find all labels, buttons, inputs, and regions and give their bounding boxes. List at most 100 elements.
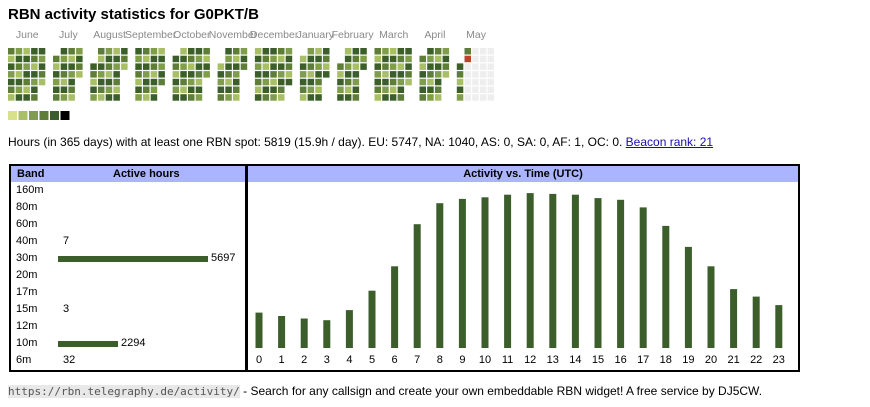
calendar-day xyxy=(427,63,434,70)
calendar-day xyxy=(434,86,442,93)
hour-bar xyxy=(413,224,421,348)
hour-bar xyxy=(549,193,557,348)
band-row: 60m xyxy=(11,216,245,233)
calendar-day xyxy=(180,63,187,70)
beacon-rank-link[interactable]: Beacon rank: 21 xyxy=(625,135,714,149)
hour-tick-label: 10 xyxy=(479,354,491,366)
calendar-day xyxy=(113,63,120,70)
calendar-day xyxy=(225,94,232,101)
calendar-day xyxy=(172,55,180,63)
calendar-day xyxy=(76,71,83,78)
calendar-day xyxy=(15,63,23,70)
calendar-day xyxy=(135,55,142,63)
calendar-day xyxy=(360,48,367,55)
hour-tick-label: 1 xyxy=(279,354,285,366)
calendar-day xyxy=(172,94,180,101)
calendar-day xyxy=(180,78,187,86)
calendar-day xyxy=(456,78,464,86)
month-label: October xyxy=(173,29,211,41)
calendar-day xyxy=(360,55,367,63)
calendar-day xyxy=(262,55,270,63)
calendar-day xyxy=(113,78,120,86)
band-row: 40m 7 xyxy=(11,233,245,250)
calendar-day xyxy=(374,94,381,101)
calendar-day xyxy=(479,86,487,93)
calendar-day xyxy=(158,63,165,70)
calendar-day xyxy=(188,63,195,70)
calendar-day xyxy=(278,78,285,86)
calendar-day xyxy=(337,94,344,101)
calendar-day xyxy=(427,78,434,86)
calendar-day xyxy=(479,55,487,63)
calendar-day xyxy=(98,63,105,70)
calendar-day xyxy=(285,48,293,55)
band-label: 10m xyxy=(16,337,38,349)
calendar-day xyxy=(233,55,240,63)
calendar-day xyxy=(389,71,397,78)
calendar-day xyxy=(389,48,397,55)
calendar-day xyxy=(278,71,285,78)
calendar-day xyxy=(53,63,60,70)
calendar-day xyxy=(382,55,389,63)
calendar-day xyxy=(23,71,30,78)
calendar-day xyxy=(38,63,46,70)
hour-tick-label: 3 xyxy=(324,354,330,366)
band-row: 30m 5697 xyxy=(11,250,245,267)
calendar-day xyxy=(262,48,270,55)
calendar-day xyxy=(8,48,15,55)
calendar-day xyxy=(15,94,23,101)
calendar-day xyxy=(203,55,210,63)
calendar-day xyxy=(456,63,464,70)
calendar-day xyxy=(278,63,285,70)
hour-bar xyxy=(458,198,466,348)
calendar-day xyxy=(217,63,225,70)
calendar-day xyxy=(389,78,397,86)
calendar-day xyxy=(352,94,360,101)
month-label: May xyxy=(466,29,487,41)
hour-bar xyxy=(707,266,715,348)
legend-swatch xyxy=(29,111,38,120)
calendar-day xyxy=(337,86,344,93)
calendar-day xyxy=(240,55,248,63)
calendar-day xyxy=(397,86,405,93)
band-header: Band Active hours xyxy=(11,166,245,182)
month-label: January xyxy=(297,29,335,41)
calendar-day xyxy=(472,78,479,86)
calendar-day xyxy=(389,63,397,70)
calendar-day xyxy=(479,71,487,78)
calendar-day xyxy=(405,55,412,63)
calendar-day xyxy=(188,78,195,86)
calendar-day xyxy=(262,63,270,70)
time-chart: 0 1 2 3 4 5 6 7 8 9 10 11 12 13 14 15 16 17 18 19 20 21 22 23 xyxy=(255,193,785,366)
calendar-day xyxy=(487,55,495,63)
calendar-day xyxy=(344,48,352,55)
band-label: 160m xyxy=(16,184,44,196)
month-label: December xyxy=(250,29,299,41)
band-row: 15m 3 xyxy=(11,301,245,318)
calendar-day xyxy=(337,71,344,78)
band-value-label: 32 xyxy=(63,354,76,366)
calendar-day xyxy=(323,48,330,55)
calendar-day xyxy=(121,48,128,55)
calendar-day xyxy=(98,48,105,55)
calendar-day xyxy=(374,86,381,93)
footer-url[interactable]: https://rbn.telegraphy.de/activity/ xyxy=(8,385,240,398)
calendar-day xyxy=(270,86,277,93)
calendar-day xyxy=(382,86,389,93)
calendar-day xyxy=(90,86,97,93)
calendar-day xyxy=(285,55,293,63)
calendar-day xyxy=(188,94,195,101)
calendar-day xyxy=(135,63,142,70)
calendar-day xyxy=(233,86,240,93)
calendar-day xyxy=(344,94,352,101)
calendar-day xyxy=(254,48,262,55)
calendar-day xyxy=(472,63,479,70)
calendar-day xyxy=(464,94,471,101)
calendar-day xyxy=(225,63,232,70)
calendar-day xyxy=(203,48,210,55)
calendar-day xyxy=(180,94,187,101)
calendar-day xyxy=(456,86,464,93)
calendar-day xyxy=(225,55,232,63)
calendar-day xyxy=(172,71,180,78)
calendar-day xyxy=(60,71,68,78)
